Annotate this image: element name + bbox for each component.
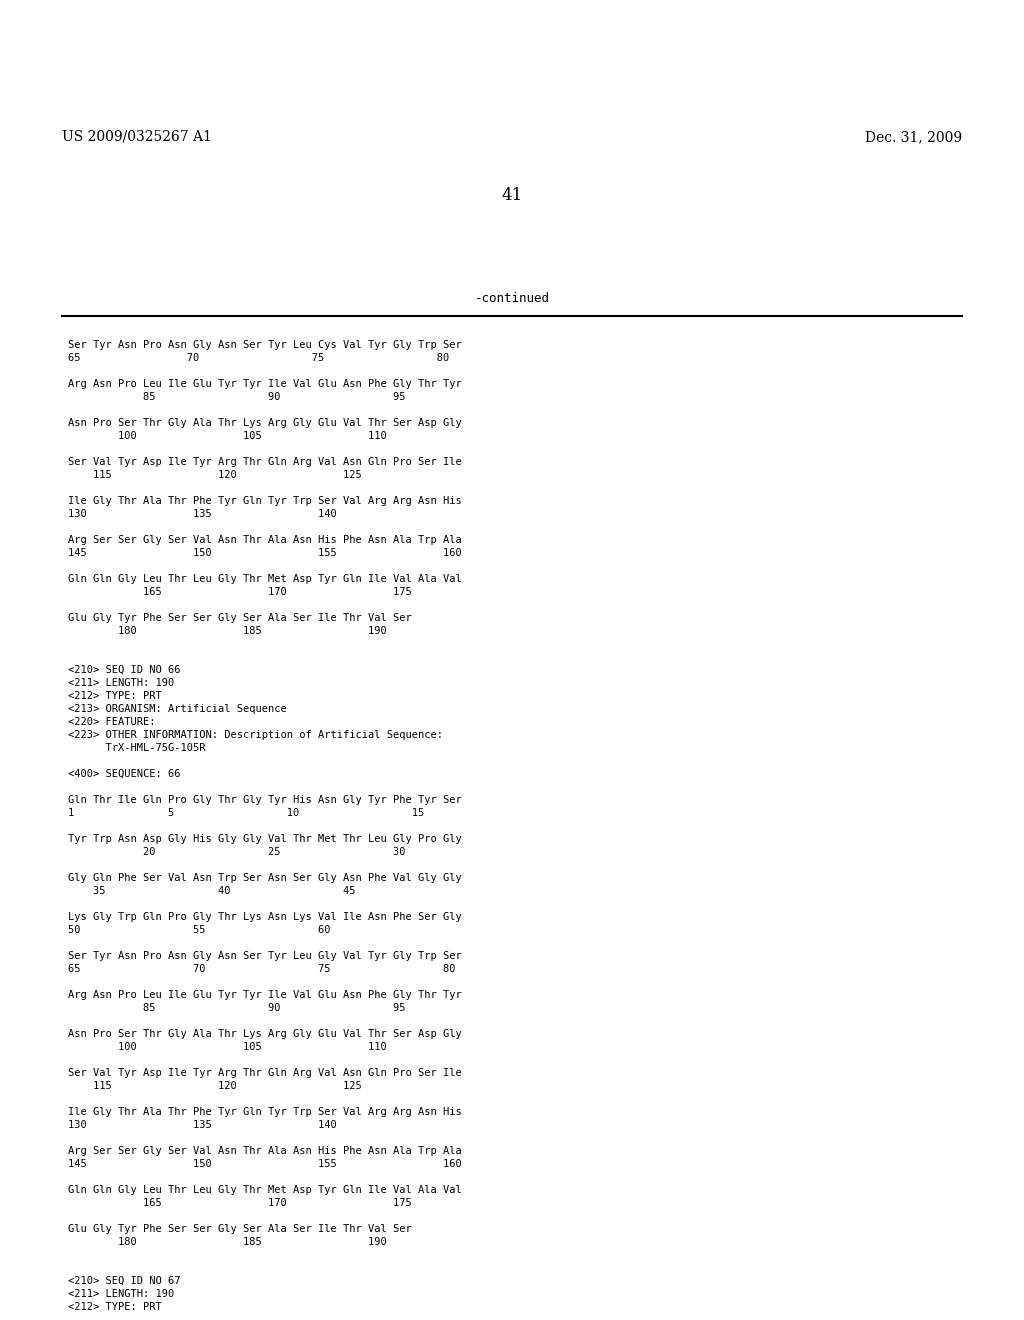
Text: Gln Gln Gly Leu Thr Leu Gly Thr Met Asp Tyr Gln Ile Val Ala Val: Gln Gln Gly Leu Thr Leu Gly Thr Met Asp … [68,1185,462,1195]
Text: Ser Val Tyr Asp Ile Tyr Arg Thr Gln Arg Val Asn Gln Pro Ser Ile: Ser Val Tyr Asp Ile Tyr Arg Thr Gln Arg … [68,457,462,467]
Text: 35                  40                  45: 35 40 45 [68,886,355,896]
Text: 145                 150                 155                 160: 145 150 155 160 [68,1159,462,1170]
Text: 165                 170                 175: 165 170 175 [68,1199,412,1208]
Text: <220> FEATURE:: <220> FEATURE: [68,717,156,727]
Text: <223> OTHER INFORMATION: Description of Artificial Sequence:: <223> OTHER INFORMATION: Description of … [68,730,443,741]
Text: Gln Thr Ile Gln Pro Gly Thr Gly Tyr His Asn Gly Tyr Phe Tyr Ser: Gln Thr Ile Gln Pro Gly Thr Gly Tyr His … [68,795,462,805]
Text: Ser Val Tyr Asp Ile Tyr Arg Thr Gln Arg Val Asn Gln Pro Ser Ile: Ser Val Tyr Asp Ile Tyr Arg Thr Gln Arg … [68,1068,462,1078]
Text: TrX-HML-75G-105R: TrX-HML-75G-105R [68,743,206,752]
Text: <400> SEQUENCE: 66: <400> SEQUENCE: 66 [68,770,180,779]
Text: 65                 70                  75                  80: 65 70 75 80 [68,352,450,363]
Text: Ser Tyr Asn Pro Asn Gly Asn Ser Tyr Leu Gly Val Tyr Gly Trp Ser: Ser Tyr Asn Pro Asn Gly Asn Ser Tyr Leu … [68,950,462,961]
Text: 50                  55                  60: 50 55 60 [68,925,331,935]
Text: <211> LENGTH: 190: <211> LENGTH: 190 [68,1290,174,1299]
Text: Dec. 31, 2009: Dec. 31, 2009 [865,129,962,144]
Text: Ser Tyr Asn Pro Asn Gly Asn Ser Tyr Leu Cys Val Tyr Gly Trp Ser: Ser Tyr Asn Pro Asn Gly Asn Ser Tyr Leu … [68,341,462,350]
Text: 180                 185                 190: 180 185 190 [68,1237,387,1247]
Text: -continued: -continued [474,292,550,305]
Text: 20                  25                  30: 20 25 30 [68,847,406,857]
Text: Arg Ser Ser Gly Ser Val Asn Thr Ala Asn His Phe Asn Ala Trp Ala: Arg Ser Ser Gly Ser Val Asn Thr Ala Asn … [68,1146,462,1156]
Text: <213> ORGANISM: Artificial Sequence: <213> ORGANISM: Artificial Sequence [68,704,287,714]
Text: 41: 41 [502,187,522,205]
Text: 165                 170                 175: 165 170 175 [68,587,412,597]
Text: Glu Gly Tyr Phe Ser Ser Gly Ser Ala Ser Ile Thr Val Ser: Glu Gly Tyr Phe Ser Ser Gly Ser Ala Ser … [68,612,412,623]
Text: Asn Pro Ser Thr Gly Ala Thr Lys Arg Gly Glu Val Thr Ser Asp Gly: Asn Pro Ser Thr Gly Ala Thr Lys Arg Gly … [68,418,462,428]
Text: US 2009/0325267 A1: US 2009/0325267 A1 [62,129,212,144]
Text: Ile Gly Thr Ala Thr Phe Tyr Gln Tyr Trp Ser Val Arg Arg Asn His: Ile Gly Thr Ala Thr Phe Tyr Gln Tyr Trp … [68,496,462,506]
Text: 100                 105                 110: 100 105 110 [68,432,387,441]
Text: <210> SEQ ID NO 66: <210> SEQ ID NO 66 [68,665,180,675]
Text: 130                 135                 140: 130 135 140 [68,510,337,519]
Text: Arg Asn Pro Leu Ile Glu Tyr Tyr Ile Val Glu Asn Phe Gly Thr Tyr: Arg Asn Pro Leu Ile Glu Tyr Tyr Ile Val … [68,990,462,1001]
Text: 85                  90                  95: 85 90 95 [68,392,406,403]
Text: Tyr Trp Asn Asp Gly His Gly Gly Val Thr Met Thr Leu Gly Pro Gly: Tyr Trp Asn Asp Gly His Gly Gly Val Thr … [68,834,462,843]
Text: 145                 150                 155                 160: 145 150 155 160 [68,548,462,558]
Text: <212> TYPE: PRT: <212> TYPE: PRT [68,690,162,701]
Text: Lys Gly Trp Gln Pro Gly Thr Lys Asn Lys Val Ile Asn Phe Ser Gly: Lys Gly Trp Gln Pro Gly Thr Lys Asn Lys … [68,912,462,921]
Text: 180                 185                 190: 180 185 190 [68,626,387,636]
Text: 130                 135                 140: 130 135 140 [68,1119,337,1130]
Text: Gln Gln Gly Leu Thr Leu Gly Thr Met Asp Tyr Gln Ile Val Ala Val: Gln Gln Gly Leu Thr Leu Gly Thr Met Asp … [68,574,462,583]
Text: Arg Asn Pro Leu Ile Glu Tyr Tyr Ile Val Glu Asn Phe Gly Thr Tyr: Arg Asn Pro Leu Ile Glu Tyr Tyr Ile Val … [68,379,462,389]
Text: Gly Gln Phe Ser Val Asn Trp Ser Asn Ser Gly Asn Phe Val Gly Gly: Gly Gln Phe Ser Val Asn Trp Ser Asn Ser … [68,873,462,883]
Text: Arg Ser Ser Gly Ser Val Asn Thr Ala Asn His Phe Asn Ala Trp Ala: Arg Ser Ser Gly Ser Val Asn Thr Ala Asn … [68,535,462,545]
Text: 115                 120                 125: 115 120 125 [68,1081,361,1092]
Text: 1               5                  10                  15: 1 5 10 15 [68,808,424,818]
Text: <210> SEQ ID NO 67: <210> SEQ ID NO 67 [68,1276,180,1286]
Text: <211> LENGTH: 190: <211> LENGTH: 190 [68,678,174,688]
Text: 85                  90                  95: 85 90 95 [68,1003,406,1012]
Text: 100                 105                 110: 100 105 110 [68,1041,387,1052]
Text: Glu Gly Tyr Phe Ser Ser Gly Ser Ala Ser Ile Thr Val Ser: Glu Gly Tyr Phe Ser Ser Gly Ser Ala Ser … [68,1224,412,1234]
Text: Asn Pro Ser Thr Gly Ala Thr Lys Arg Gly Glu Val Thr Ser Asp Gly: Asn Pro Ser Thr Gly Ala Thr Lys Arg Gly … [68,1030,462,1039]
Text: 115                 120                 125: 115 120 125 [68,470,361,480]
Text: <212> TYPE: PRT: <212> TYPE: PRT [68,1302,162,1312]
Text: Ile Gly Thr Ala Thr Phe Tyr Gln Tyr Trp Ser Val Arg Arg Asn His: Ile Gly Thr Ala Thr Phe Tyr Gln Tyr Trp … [68,1107,462,1117]
Text: 65                  70                  75                  80: 65 70 75 80 [68,964,456,974]
